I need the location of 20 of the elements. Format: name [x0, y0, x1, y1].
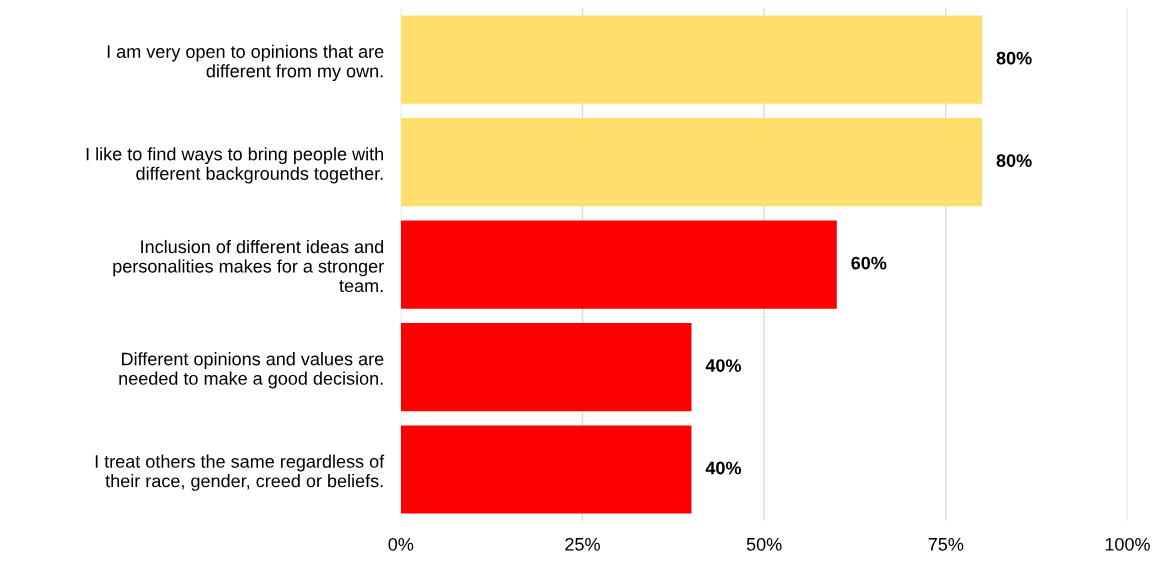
x-tick-label: 25%	[565, 537, 600, 551]
x-tick-label: 50%	[746, 537, 782, 551]
bar	[400, 118, 983, 207]
bar	[400, 220, 837, 309]
y-tick-label: I am very open to opinions that are different from my own.	[107, 44, 384, 81]
y-tick-label: Different opinions and values are needed to make a good decision.	[119, 352, 384, 389]
data-label: 40%	[705, 359, 742, 372]
x-tick-label: 100%	[1105, 537, 1150, 551]
y-tick-label: Inclusion of different ideas and personalities makes for a stronger team.	[113, 239, 384, 293]
data-label: 40%	[705, 461, 742, 475]
y-tick-label: I like to find ways to bring people with different backgrounds together.	[86, 147, 383, 184]
data-label: 80%	[996, 154, 1032, 167]
data-label: 60%	[851, 256, 887, 270]
data-label: 80%	[996, 51, 1032, 65]
y-tick-label: I treat others the same regardless of their race, gender, creed or beliefs.	[95, 454, 385, 491]
bar	[400, 323, 692, 412]
bar	[400, 425, 692, 514]
x-tick-label: 75%	[928, 538, 964, 551]
x-tick-label: 0%	[388, 537, 414, 551]
bar	[400, 15, 983, 104]
